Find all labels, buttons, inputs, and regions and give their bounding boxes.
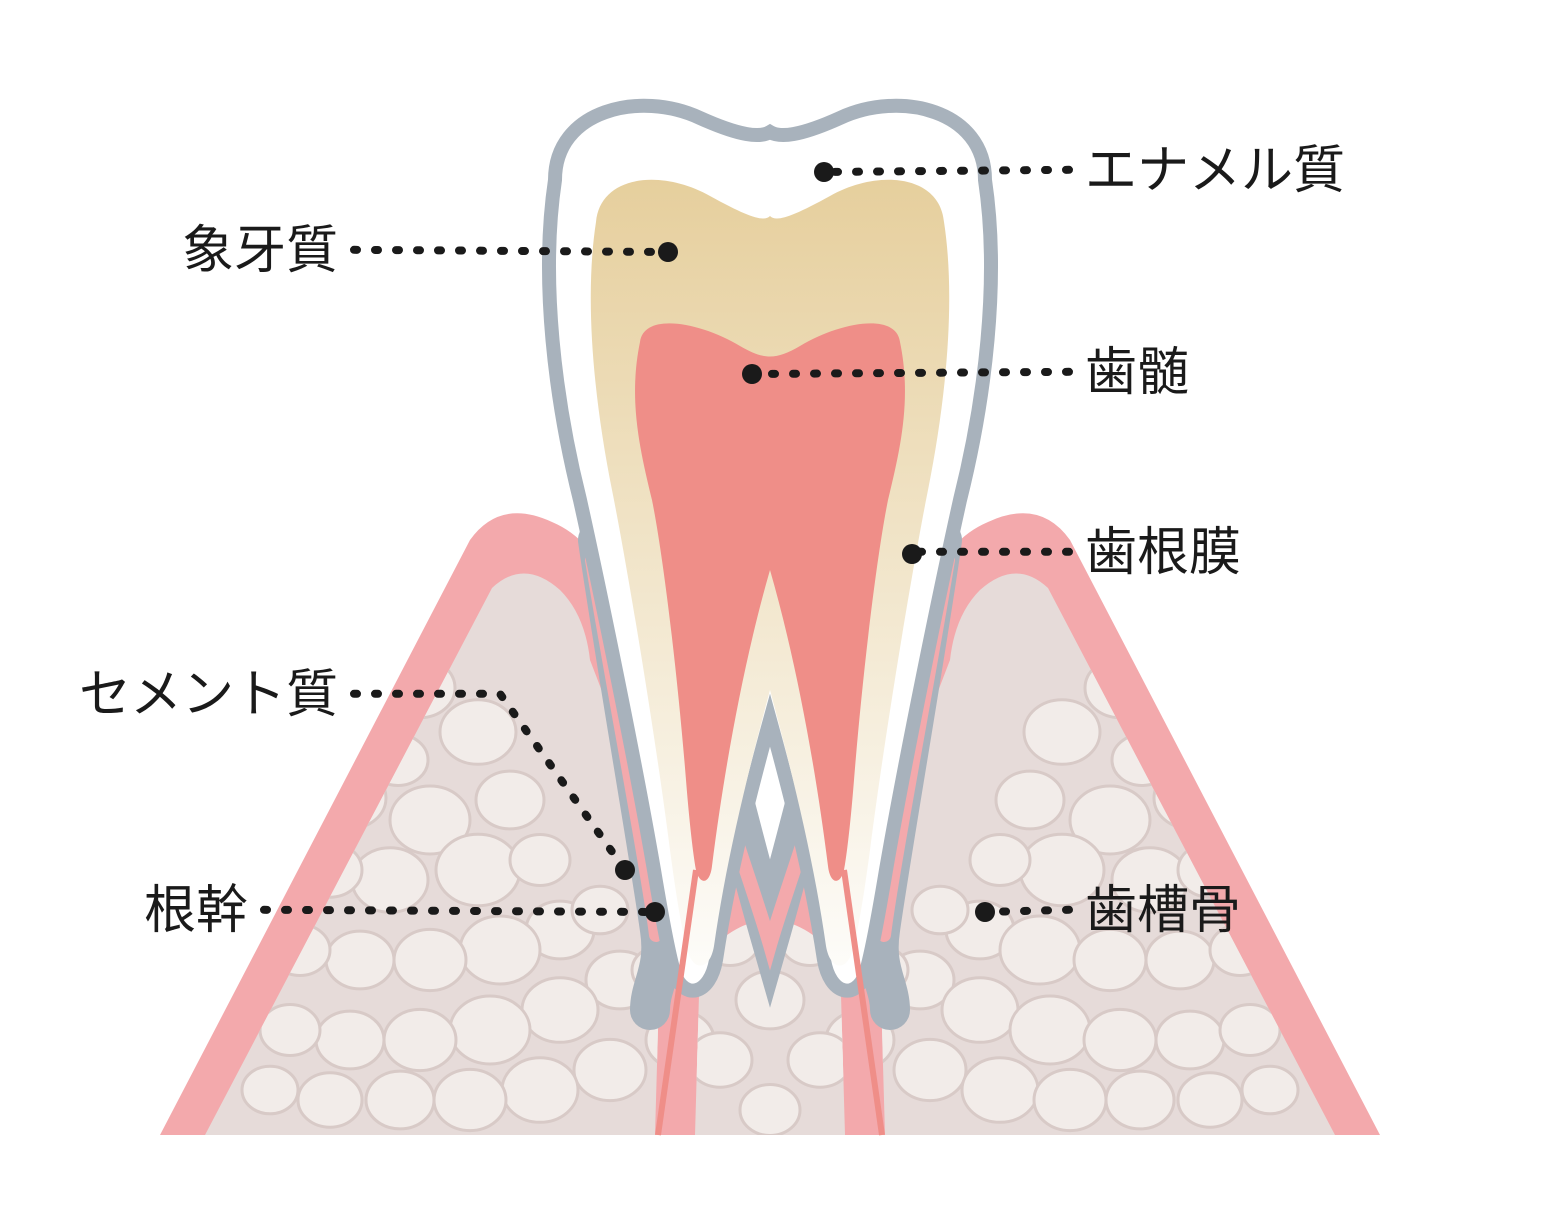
tooth-anatomy-diagram: エナメル質象牙質歯髄歯根膜セメント質根幹 歯槽骨 [0, 0, 1551, 1225]
label-root: 根幹 [144, 882, 248, 940]
label-cementum: セメント質 [79, 666, 338, 724]
label-dentin: 象牙質 [182, 222, 338, 280]
label-enamel: エナメル質 [1085, 142, 1345, 200]
label-pdl: 歯根膜 [1085, 524, 1241, 582]
label-bone: 歯槽骨 [1085, 882, 1241, 940]
label-pulp: 歯髄 [1085, 344, 1189, 402]
